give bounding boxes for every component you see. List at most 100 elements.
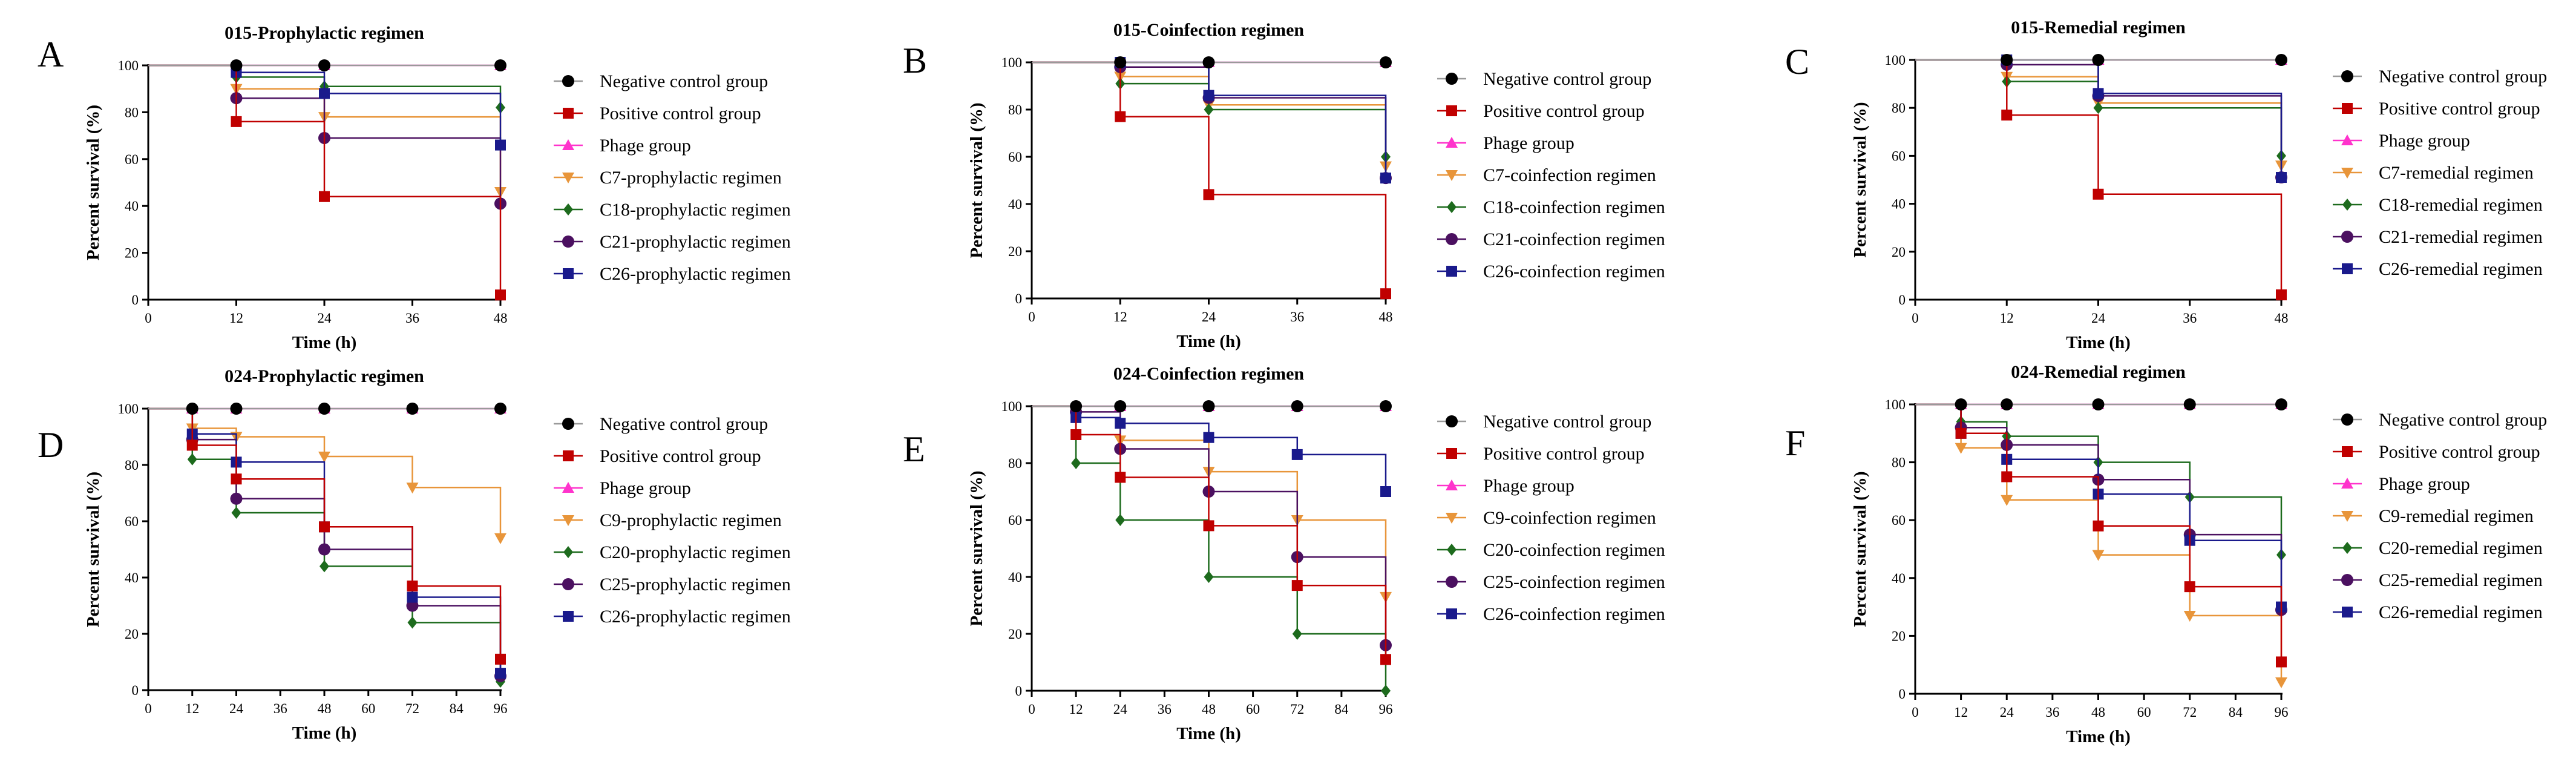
data-point: [2183, 398, 2196, 410]
legend-marker: [562, 139, 574, 150]
x-tick-label: 12: [1069, 702, 1083, 717]
data-point: [1955, 398, 1967, 410]
legend-label: C9-prophylactic regimen: [600, 510, 782, 530]
chart-title: 015-Prophylactic regimen: [224, 23, 424, 43]
legend-item: Phage group: [554, 478, 691, 498]
legend-label: C21-coinfection regimen: [1483, 229, 1665, 249]
data-point: [1114, 400, 1127, 412]
legend-item: Phage group: [554, 136, 691, 156]
legend-item: C7-coinfection regimen: [1437, 165, 1656, 185]
y-tick-label: 60: [1892, 513, 1906, 528]
legend-marker: [1446, 448, 1457, 459]
legend-marker: [563, 268, 574, 279]
legend-marker: [1446, 415, 1458, 427]
x-tick-label: 12: [1954, 705, 1968, 720]
x-tick-label: 72: [2183, 705, 2197, 720]
y-axis-label: Percent survival (%): [1850, 471, 1870, 627]
x-tick-label: 0: [1912, 705, 1919, 720]
data-point: [1115, 418, 1126, 429]
y-tick-label: 0: [1899, 292, 1906, 308]
x-tick-label: 48: [2091, 705, 2105, 720]
legend-item: Positive control group: [2333, 99, 2540, 119]
x-tick-label: 84: [450, 701, 464, 716]
legend-item: C26-remedial regimen: [2333, 602, 2543, 622]
x-tick-label: 60: [1246, 702, 1260, 717]
series-c9-remedial-regimen: [1915, 403, 2287, 688]
series-c26-coinfection-regimen: [1032, 405, 1391, 497]
panel-letter: E: [903, 429, 925, 469]
x-tick-label: 84: [2229, 705, 2243, 720]
y-tick-label: 40: [125, 570, 139, 585]
y-axis-label: Percent survival (%): [84, 105, 103, 260]
y-tick-label: 0: [1899, 687, 1906, 702]
data-point: [2093, 520, 2104, 532]
chart-panel-c: C 015-Remedial regimen 0 20 40 60 80 100 0 12 24 36…: [1785, 18, 2547, 352]
y-tick-label: 80: [125, 458, 139, 473]
data-point: [1202, 56, 1215, 68]
legend-marker: [2341, 134, 2353, 145]
data-point: [1203, 432, 1214, 443]
data-point: [1380, 173, 1391, 184]
legend-label: Negative control group: [600, 71, 768, 91]
x-tick-label: 96: [1379, 702, 1393, 717]
series-negative-control-group: [148, 403, 506, 415]
x-tick-label: 36: [2183, 311, 2197, 326]
data-point: [318, 543, 330, 556]
panel-letter: C: [1785, 42, 1809, 82]
series-c25-remedial-regimen: [1915, 403, 2287, 616]
legend-label: C26-remedial regimen: [2379, 259, 2543, 279]
series-c7-coinfection-regimen: [1032, 61, 1392, 173]
legend: Negative control group Positive control g…: [1437, 69, 1665, 282]
x-axis-label: Time (h): [1176, 724, 1241, 743]
data-point: [2275, 398, 2287, 410]
x-tick-label: 0: [1028, 702, 1035, 717]
y-tick-label: 100: [118, 58, 139, 73]
data-point: [1291, 449, 1303, 460]
x-tick-label: 24: [2000, 705, 2014, 720]
x-tick-label: 60: [361, 701, 375, 716]
x-tick-label: 72: [405, 701, 419, 716]
x-tick-label: 36: [405, 311, 419, 326]
legend: Negative control group Positive control g…: [554, 414, 791, 627]
legend-item: C20-prophylactic regimen: [554, 542, 791, 562]
y-tick-label: 20: [1892, 245, 1906, 260]
legend-item: Negative control group: [2333, 410, 2547, 430]
legend-item: Phage group: [1437, 133, 1575, 153]
data-point: [2276, 289, 2287, 301]
data-point: [1955, 427, 1967, 439]
legend-label: C25-prophylactic regimen: [600, 575, 791, 594]
chart-panel-f: F 024-Remedial regimen 0 20 40 60 80 100 0 12 24 36…: [1785, 362, 2547, 746]
legend-marker: [563, 203, 573, 216]
data-point: [406, 403, 419, 415]
legend-marker: [562, 75, 574, 87]
data-point: [407, 616, 418, 629]
y-tick-label: 40: [1892, 571, 1906, 586]
x-axis-label: Time (h): [292, 723, 357, 743]
series-c26-prophylactic-regimen: [148, 407, 506, 679]
legend-label: C18-remedial regimen: [2379, 195, 2543, 215]
legend-item: C25-coinfection regimen: [1437, 572, 1665, 592]
legend: Negative control group Positive control g…: [2333, 410, 2547, 622]
legend-marker: [2342, 542, 2352, 554]
legend-marker: [1447, 201, 1457, 213]
series-c18-coinfection-regimen: [1032, 61, 1391, 163]
data-point: [2093, 88, 2104, 99]
data-point: [319, 521, 330, 533]
data-point: [186, 440, 198, 451]
legend-label: Phage group: [2379, 474, 2470, 494]
data-point: [2001, 54, 2013, 66]
data-point: [407, 580, 418, 591]
legend-marker: [562, 578, 574, 590]
series-positive-control-group: [1032, 405, 1391, 665]
legend-label: Positive control group: [600, 104, 761, 123]
y-tick-label: 100: [1001, 399, 1023, 414]
data-point: [231, 116, 242, 127]
legend-marker: [1446, 608, 1457, 619]
data-point: [2275, 54, 2287, 66]
legend-marker: [562, 418, 574, 430]
data-point: [1070, 400, 1083, 412]
series-negative-control-group: [1915, 54, 2287, 66]
legend-marker: [2342, 263, 2353, 274]
series-positive-control-group: [148, 407, 506, 665]
data-point: [2093, 102, 2103, 114]
